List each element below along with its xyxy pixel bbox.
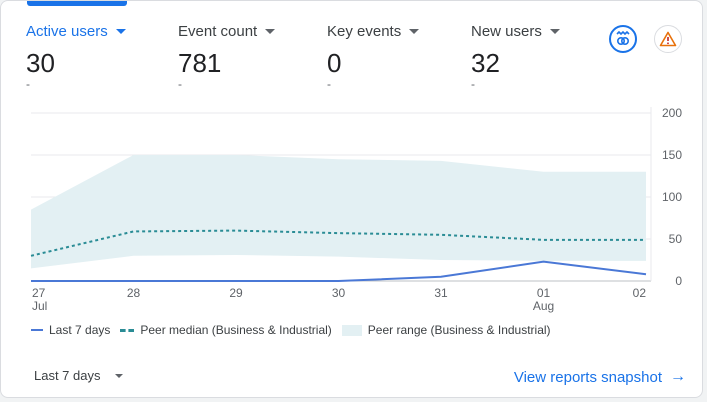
y-tick-label: 100: [662, 190, 682, 204]
metric-key-events[interactable]: Key events 0 -: [327, 23, 420, 91]
date-range-dropdown[interactable]: Last 7 days: [34, 368, 123, 383]
metric-delta: -: [178, 77, 182, 91]
y-tick-label: 200: [662, 106, 682, 120]
x-tick-sublabel: Aug: [533, 299, 554, 313]
metric-label: New users: [471, 23, 542, 40]
chevron-down-icon: [115, 29, 126, 34]
legend-label: Last 7 days: [49, 323, 111, 337]
series-peer-range-area: [31, 155, 646, 269]
series-last-7-days-line: [31, 260, 647, 282]
x-tick-sublabel: Jul: [32, 299, 47, 313]
metric-value: 0: [327, 48, 342, 78]
metric-active-users[interactable]: Active users 30 -: [26, 23, 126, 91]
insights-icon[interactable]: [609, 25, 637, 53]
metric-event-count[interactable]: Event count 781 -: [178, 23, 276, 91]
x-tick-label: 28: [127, 286, 141, 300]
view-link-label: View reports snapshot: [513, 368, 662, 386]
x-tick-label: 27: [32, 286, 46, 300]
metric-label: Key events: [327, 23, 402, 40]
metric-label: Event count: [178, 23, 258, 40]
chevron-down-icon: [409, 29, 420, 34]
legend-item-peer-median: Peer median (Business & Industrial): [120, 323, 332, 337]
legend-area-swatch: [341, 324, 362, 336]
date-range-label: Last 7 days: [34, 368, 101, 383]
metric-value: 781: [178, 48, 222, 78]
metric-label: Active users: [26, 23, 108, 40]
y-tick-label: 150: [662, 148, 682, 162]
x-tick-label: 29: [229, 286, 243, 300]
metric-delta: -: [327, 77, 331, 91]
warning-icon[interactable]: [654, 25, 682, 53]
chart-legend: Last 7 days Peer median (Business & Indu…: [31, 323, 561, 337]
chevron-down-icon: [265, 29, 276, 34]
legend-label: Peer range (Business & Industrial): [367, 323, 551, 337]
legend-item-last-7-days: Last 7 days: [31, 323, 110, 337]
x-tick-label: 31: [434, 286, 448, 300]
x-tick-label: 02: [633, 286, 647, 300]
chevron-down-icon: [114, 373, 123, 378]
legend-label: Peer median (Business & Industrial): [140, 323, 332, 337]
metric-delta: -: [26, 77, 30, 91]
y-tick-label: 50: [669, 232, 683, 246]
metric-delta: -: [471, 77, 475, 91]
metric-value: 30: [26, 48, 55, 78]
chevron-down-icon: [549, 29, 560, 34]
arrow-right-icon: →: [670, 368, 686, 385]
legend-dash-swatch: [120, 328, 135, 332]
x-tick-label: 30: [332, 286, 346, 300]
metric-value: 32: [471, 48, 500, 78]
legend-item-peer-range: Peer range (Business & Industrial): [341, 323, 551, 337]
legend-line-swatch: [31, 329, 43, 331]
x-tick-label: 01: [537, 286, 551, 300]
view-reports-snapshot-link[interactable]: View reports snapshot →: [514, 368, 686, 386]
metric-new-users[interactable]: New users 32 -: [471, 23, 560, 91]
y-tick-label: 0: [675, 274, 682, 288]
active-tab-indicator: [27, 1, 127, 6]
